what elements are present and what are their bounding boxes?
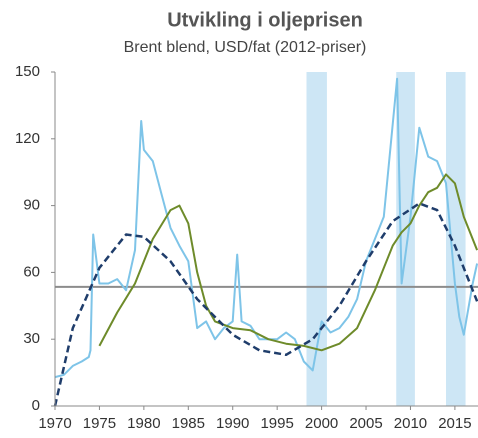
x-tick-label: 2005: [349, 415, 382, 432]
y-tick-label: 150: [15, 63, 40, 80]
x-tick-label: 2000: [305, 415, 338, 432]
x-tick-label: 1985: [172, 415, 205, 432]
x-tick-label: 2015: [438, 415, 471, 432]
x-tick-label: 1975: [83, 415, 116, 432]
chart-title: Utvikling i oljeprisen: [167, 9, 363, 31]
series-line: [98, 173, 478, 352]
y-tick-label: 90: [23, 197, 40, 214]
shaded-period: [446, 72, 466, 406]
x-tick-label: 2010: [394, 415, 427, 432]
shaded-period: [396, 72, 415, 406]
y-tick-label: 60: [23, 263, 40, 280]
x-tick-label: 1980: [127, 415, 160, 432]
y-tick-label: 0: [32, 397, 40, 414]
chart-subtitle: Brent blend, USD/fat (2012-priser): [124, 39, 367, 56]
plot-area: [53, 72, 478, 407]
x-tick-label: 1970: [38, 415, 71, 432]
shaded-period: [306, 72, 327, 406]
x-tick-label: 1990: [216, 415, 249, 432]
series-line: [53, 202, 478, 407]
y-tick-label: 120: [15, 130, 40, 147]
y-tick-label: 30: [23, 330, 40, 347]
x-tick-label: 1995: [260, 415, 293, 432]
